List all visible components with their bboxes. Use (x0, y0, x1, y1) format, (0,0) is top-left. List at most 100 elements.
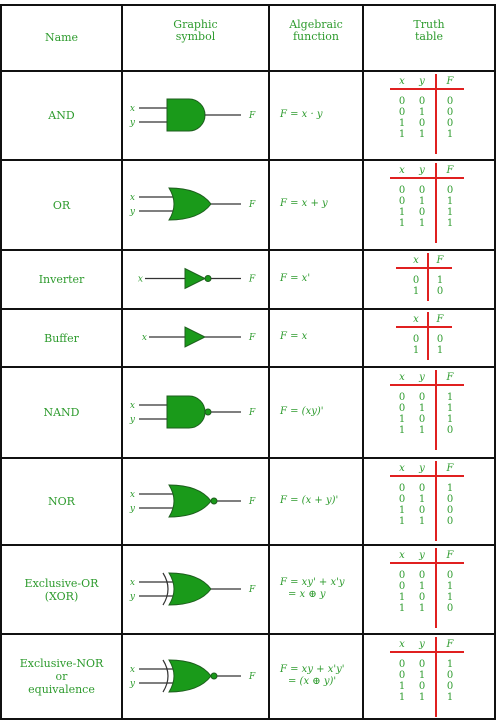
tt-header-f: F (446, 639, 455, 650)
gate-name: Exclusive-NOR or equivalence (2, 657, 121, 696)
tt-cell-x: 0 (399, 494, 405, 505)
and-gate-icon (166, 98, 206, 131)
xor-input-curve (162, 572, 169, 605)
tt-cell-x: 0 (399, 403, 405, 414)
truth-table: x F0 01 1 (396, 312, 452, 360)
gate-name-line: (XOR) (44, 589, 79, 603)
tt-cell-y: 0 (419, 592, 425, 603)
output-f-label: F (248, 585, 256, 595)
tt-cell-f: 1 (447, 129, 453, 140)
algebraic-function-line: F = (xy)' (280, 405, 324, 417)
tt-cell-y: 1 (419, 494, 425, 505)
input-x-label: x (130, 401, 135, 411)
tt-header-y: y (418, 639, 425, 650)
tt-cell-y: 0 (419, 185, 425, 196)
tt-cell-y: 0 (419, 570, 425, 581)
tt-cell-y: 0 (419, 659, 425, 670)
tt-cell-f: 0 (447, 603, 453, 614)
tt-cell-x: 1 (399, 603, 405, 614)
input-x-label: x (130, 490, 135, 500)
tt-cell-y: 1 (419, 692, 425, 703)
tt-cell-x: 1 (399, 425, 405, 436)
gate-name-line: Exclusive-OR (24, 576, 99, 590)
tt-cell-f: 0 (447, 570, 453, 581)
tt-cell-y: 0 (419, 118, 425, 129)
algebraic-function-line: F = xy + x'y' (280, 663, 345, 675)
tt-cell-y: 0 (419, 681, 425, 692)
tt-cell-x: 0 (413, 275, 419, 286)
tt-header-f: F (446, 76, 455, 87)
graphic-symbol: xy F (129, 483, 256, 518)
gate-name-line: AND (48, 109, 75, 122)
input-y-label: y (129, 415, 136, 425)
gate-name: NOR (2, 495, 121, 508)
tt-header-f: F (446, 165, 455, 176)
xor-input-curve (162, 659, 169, 692)
tt-header-y: y (418, 165, 425, 176)
gate-name-line: OR (52, 198, 71, 212)
tt-cell-f: 1 (447, 659, 453, 670)
header-truth-table: Truth table (413, 18, 445, 43)
tt-cell-x: 0 (399, 570, 405, 581)
gate-name-line: or (55, 670, 68, 683)
tt-cell-y: 0 (419, 505, 425, 516)
gate-name: AND (2, 109, 121, 122)
tt-header-x: x (399, 463, 405, 474)
tt-cell-x: 1 (399, 516, 405, 527)
graphic-symbol: xy F (129, 98, 256, 131)
tt-cell-x: 0 (413, 334, 419, 345)
inversion-bubble-icon (210, 672, 218, 679)
tt-header-x: x (399, 550, 405, 561)
tt-header-f: F (446, 463, 455, 474)
algebraic-function-line: F = (x + y)' (280, 494, 339, 506)
truth-table: x F0 11 0 (396, 253, 452, 301)
algebraic-function: F = (x + y)' (280, 495, 362, 507)
algebraic-function: F = x · y (280, 109, 362, 121)
tt-cell-y: 0 (419, 414, 425, 425)
tt-cell-f: 0 (447, 107, 453, 118)
tt-cell-f: 1 (447, 414, 453, 425)
tt-cell-f: 0 (447, 516, 453, 527)
tt-header-x: x (399, 372, 405, 383)
logic-gates-table: Name Graphic symbol Algebraic function T… (0, 4, 496, 720)
algebraic-function: F = (xy)' (280, 406, 362, 418)
tt-cell-y: 1 (419, 425, 425, 436)
input-x-label: x (130, 665, 135, 675)
algebraic-function-line: F = x' (280, 272, 311, 284)
tt-cell-f: 1 (447, 581, 453, 592)
algebraic-function: F = xy' + x'y = x ⊕ y (280, 577, 362, 601)
tt-cell-f: 1 (437, 345, 443, 356)
input-x-label: x (130, 193, 135, 203)
tt-header-x: x (399, 76, 405, 87)
tt-cell-y: 0 (419, 392, 425, 403)
input-y-label: y (129, 679, 136, 689)
graphic-symbol: xy F (129, 395, 256, 428)
tt-cell-y: 1 (419, 129, 425, 140)
truth-table: x y F0 0 00 1 11 0 11 1 0 (390, 548, 464, 628)
tt-cell-x: 1 (399, 681, 405, 692)
tt-cell-f: 0 (447, 425, 453, 436)
tt-cell-y: 1 (419, 581, 425, 592)
gate-name-line: Buffer (44, 331, 79, 345)
gate-name-line: Exclusive-NOR (19, 657, 104, 670)
tt-header-x: x (399, 165, 405, 176)
tt-header-y: y (418, 550, 425, 561)
gate-name-line: equivalence (28, 683, 95, 696)
output-f-label: F (248, 275, 256, 285)
tt-cell-x: 1 (413, 345, 419, 356)
tt-header-f: F (446, 372, 455, 383)
tt-cell-y: 0 (419, 483, 425, 494)
tt-cell-f: 1 (447, 392, 453, 403)
tt-cell-x: 1 (399, 207, 405, 218)
tt-cell-x: 0 (399, 185, 405, 196)
tt-cell-y: 1 (419, 218, 425, 229)
input-x-label: x (138, 275, 143, 285)
tt-cell-y: 1 (419, 516, 425, 527)
tt-cell-f: 0 (447, 96, 453, 107)
tt-cell-x: 1 (399, 414, 405, 425)
tt-header-x: x (399, 639, 405, 650)
tt-header-y: y (418, 463, 425, 474)
gate-name: Exclusive-OR (XOR) (2, 577, 121, 603)
tt-cell-f: 0 (447, 494, 453, 505)
tt-header-f: F (446, 550, 455, 561)
